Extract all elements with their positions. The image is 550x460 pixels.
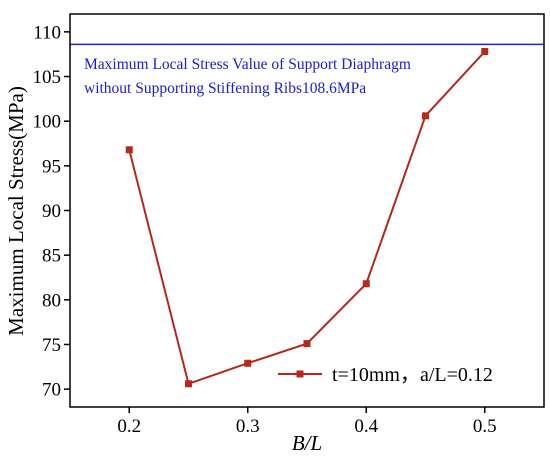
y-tick-label: 75 xyxy=(42,335,61,356)
y-tick-label: 95 xyxy=(42,156,61,177)
data-point xyxy=(481,48,489,56)
legend-marker xyxy=(296,370,304,378)
y-tick-label: 110 xyxy=(33,22,61,43)
y-tick-label: 70 xyxy=(42,380,61,401)
data-point xyxy=(422,112,429,120)
x-tick-label: 0.3 xyxy=(236,416,260,437)
y-tick-label: 100 xyxy=(33,112,62,133)
y-tick-label: 105 xyxy=(33,67,62,88)
data-point xyxy=(185,380,192,388)
legend: t=10mm，a/L=0.12 xyxy=(278,364,493,386)
x-tick-label: 0.4 xyxy=(354,416,378,437)
y-tick-label: 85 xyxy=(42,246,61,267)
reference-label-line2: without Supporting Stiffening Ribs108.6M… xyxy=(84,80,366,97)
y-tick-label: 90 xyxy=(42,201,61,222)
data-point xyxy=(244,359,252,367)
y-tick-label: 80 xyxy=(42,290,61,311)
reference-label-line1: Maximum Local Stress Value of Support Di… xyxy=(84,56,411,73)
x-axis-title: B/L xyxy=(292,431,322,455)
data-point xyxy=(362,280,370,288)
x-tick-label: 0.5 xyxy=(473,416,497,437)
series-line xyxy=(128,50,486,386)
x-tick-label: 0.2 xyxy=(117,416,141,437)
data-point xyxy=(125,146,133,154)
legend-label: t=10mm，a/L=0.12 xyxy=(332,364,493,386)
data-point xyxy=(303,340,311,348)
y-axis-title: Maximum Local Stress(MPa) xyxy=(4,86,28,336)
